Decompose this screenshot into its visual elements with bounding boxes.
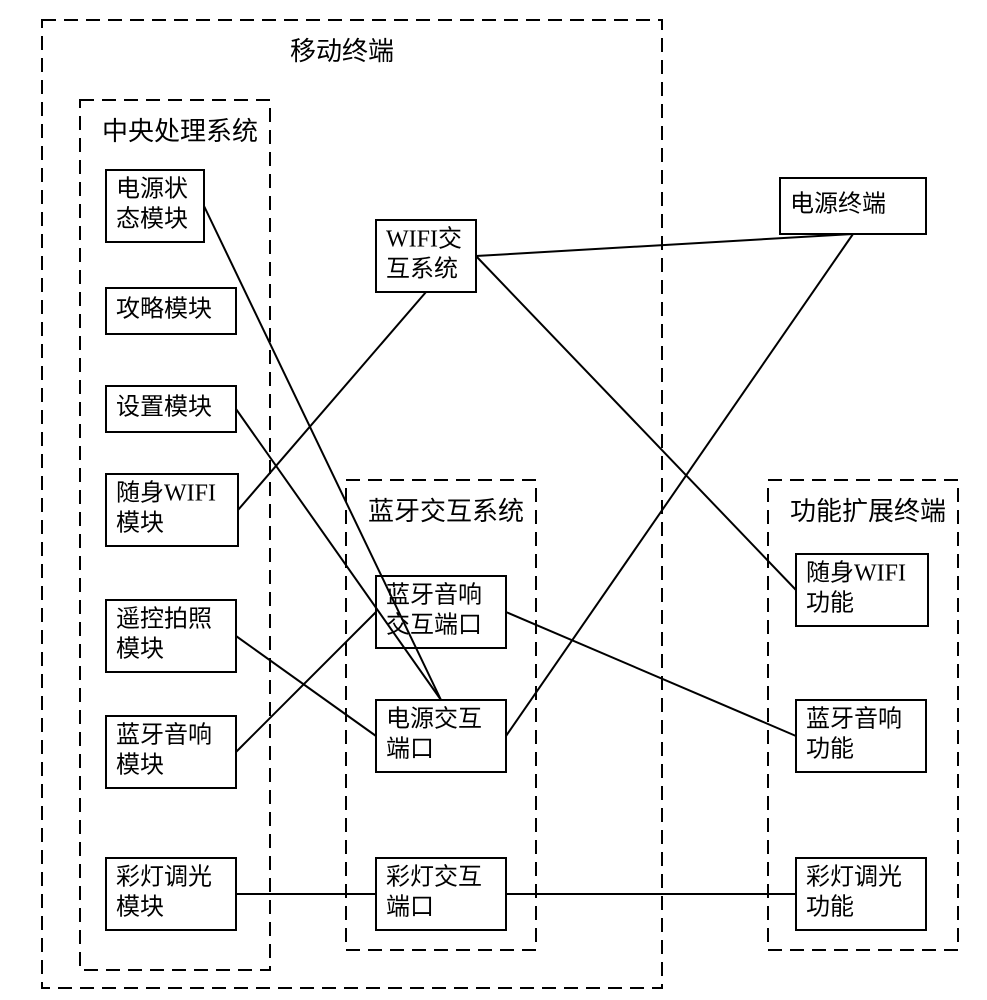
edge-bt_speaker_mod-to-bt_audio_port [236, 612, 376, 752]
box-label-power_port-line0: 电源交互 [386, 706, 482, 733]
box-label-power_status-line0: 电源状 [116, 176, 188, 203]
box-label-led_module-line0: 彩灯调光 [116, 864, 212, 891]
box-label-ext_wifi-line1: 功能 [806, 590, 854, 617]
box-label-bt_speaker_mod-line0: 蓝牙音响 [116, 722, 212, 749]
box-label-led_module-line1: 模块 [116, 894, 164, 921]
container-label-mobile_terminal: 移动终端 [290, 37, 394, 66]
box-label-bt_audio_port-line0: 蓝牙音响 [386, 582, 482, 609]
box-label-bt_audio_port-line1: 交互端口 [386, 612, 482, 639]
box-label-settings-line0: 设置模块 [116, 394, 212, 421]
box-label-power_status-line1: 态模块 [116, 206, 188, 233]
edge-wifi_module-to-wifi_sys [238, 292, 426, 510]
box-label-ext_wifi-line0: 随身WIFI [806, 560, 906, 587]
box-label-ext_bt_speaker-line0: 蓝牙音响 [806, 706, 902, 733]
diagram-canvas: 移动终端中央处理系统蓝牙交互系统 功能扩展终端 电源状态模块攻略模块设置模块随身WI… [0, 0, 987, 1000]
container-label-ext_terminal: 功能扩展终端 [790, 497, 946, 526]
edge-power_port-to-power_terminal [506, 234, 853, 736]
edges-layer [204, 206, 853, 894]
box-label-led_port-line1: 端口 [386, 894, 434, 921]
box-label-remote_photo-line1: 模块 [116, 636, 164, 663]
box-label-bt_speaker_mod-line1: 模块 [116, 752, 164, 779]
box-label-ext_led-line1: 功能 [806, 894, 854, 921]
box-label-power_port-line1: 端口 [386, 736, 434, 763]
edge-remote_photo-to-power_port [236, 636, 376, 736]
container-label-bt_system: 蓝牙交互系统 [368, 497, 524, 526]
box-label-remote_photo-line0: 遥控拍照 [116, 606, 212, 633]
box-label-wifi_module-line1: 模块 [116, 510, 164, 537]
box-label-wifi_module-line0: 随身WIFI [116, 480, 216, 507]
edge-wifi_sys-to-power_terminal [476, 234, 853, 256]
box-label-ext_led-line0: 彩灯调光 [806, 864, 902, 891]
box-label-power_terminal-line0: 电源终端 [790, 191, 886, 218]
box-label-wifi_sys-line0: WIFI交 [386, 226, 462, 253]
edge-settings-to-power_port [236, 409, 441, 700]
box-label-ext_bt_speaker-line1: 功能 [806, 736, 854, 763]
box-label-wifi_sys-line1: 互系统 [386, 256, 458, 283]
box-label-strategy-line0: 攻略模块 [116, 296, 212, 323]
edge-wifi_sys-to-ext_wifi [476, 256, 796, 590]
box-label-led_port-line0: 彩灯交互 [386, 864, 482, 891]
container-label-cpu_system: 中央处理系统 [102, 117, 258, 146]
